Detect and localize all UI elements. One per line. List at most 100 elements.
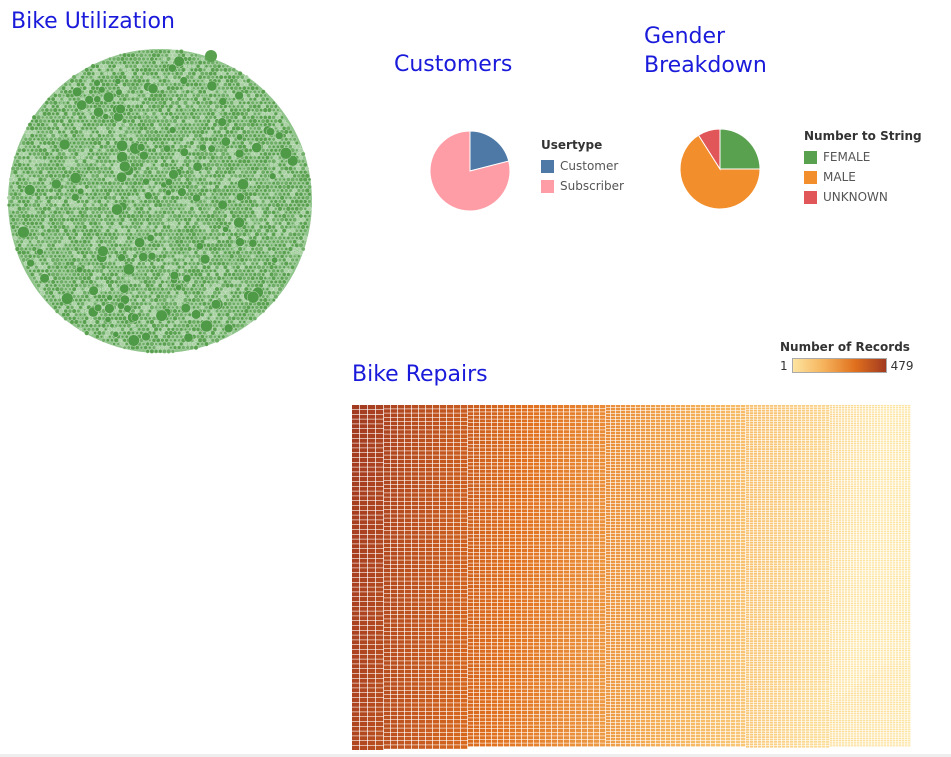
bubble[interactable] (196, 261, 201, 266)
bubble[interactable] (118, 97, 123, 101)
bubble[interactable] (269, 235, 274, 241)
bubble[interactable] (231, 250, 236, 255)
bubble[interactable] (252, 228, 257, 233)
bubble[interactable] (86, 115, 91, 120)
repair-tile[interactable] (360, 568, 368, 573)
bubble[interactable] (160, 177, 165, 182)
bubble[interactable] (82, 224, 88, 230)
bubble[interactable] (231, 265, 236, 270)
bubble[interactable] (128, 64, 134, 69)
bubble[interactable] (71, 74, 77, 80)
bubble[interactable] (21, 206, 27, 212)
bubble[interactable] (206, 302, 211, 306)
bubble[interactable] (137, 50, 141, 54)
bubble[interactable] (40, 122, 45, 127)
bubble[interactable] (194, 90, 198, 94)
bubble[interactable] (24, 247, 28, 251)
bubble[interactable] (177, 221, 182, 226)
bubble[interactable] (279, 276, 285, 281)
bubble[interactable] (168, 301, 173, 306)
bubble[interactable] (261, 229, 265, 233)
bubble[interactable] (240, 287, 245, 292)
bubble[interactable] (83, 166, 87, 171)
bubble[interactable] (162, 239, 167, 244)
repair-tile[interactable] (360, 577, 368, 582)
bubble[interactable] (46, 177, 52, 182)
bubble[interactable] (162, 107, 167, 113)
bubble[interactable] (111, 319, 117, 325)
bubble[interactable] (93, 75, 97, 79)
bubble[interactable] (242, 79, 247, 83)
bubble[interactable] (179, 341, 184, 347)
bubble[interactable] (86, 158, 92, 164)
bubble[interactable] (145, 290, 150, 295)
bubble[interactable] (288, 181, 293, 186)
bubble[interactable] (108, 108, 112, 112)
bubble[interactable] (265, 265, 270, 269)
bubble[interactable] (150, 115, 154, 119)
bubble[interactable] (126, 250, 131, 255)
bubble[interactable] (267, 254, 272, 258)
bubble[interactable] (62, 181, 66, 185)
bubble[interactable] (250, 217, 255, 222)
bubble[interactable] (197, 74, 203, 80)
bubble[interactable] (215, 323, 219, 328)
repair-tile[interactable] (360, 553, 368, 558)
repair-tile[interactable] (360, 448, 368, 453)
bubble[interactable] (215, 112, 219, 116)
bubble[interactable] (181, 236, 186, 240)
bubble[interactable] (38, 221, 43, 226)
bubble[interactable] (112, 276, 117, 281)
bubble[interactable] (303, 228, 308, 233)
bubble[interactable] (227, 104, 232, 109)
bubble[interactable] (192, 305, 196, 310)
bubble[interactable] (135, 199, 139, 204)
repair-tile[interactable] (360, 726, 368, 731)
bubble[interactable] (80, 258, 85, 262)
bubble[interactable] (255, 130, 259, 134)
bubble[interactable] (11, 188, 15, 193)
bubble[interactable] (240, 229, 244, 233)
bubble[interactable] (244, 169, 249, 175)
bubble[interactable] (189, 155, 194, 160)
bubble[interactable] (132, 85, 138, 91)
repair-tile[interactable] (352, 654, 360, 659)
bubble[interactable] (183, 86, 188, 91)
bubble[interactable] (95, 217, 100, 222)
bubble[interactable] (78, 114, 83, 120)
bubble[interactable] (76, 155, 81, 160)
bubble[interactable] (76, 301, 81, 306)
bubble[interactable] (193, 206, 199, 211)
bubble[interactable] (160, 82, 165, 87)
bubble[interactable] (299, 155, 303, 160)
bubble[interactable] (250, 152, 255, 156)
bubble[interactable] (135, 185, 139, 189)
bubble[interactable] (124, 327, 129, 332)
bubble[interactable] (137, 188, 142, 193)
bubble[interactable] (120, 334, 125, 339)
bubble[interactable] (135, 287, 140, 292)
bubble[interactable] (256, 199, 262, 204)
bubble[interactable] (246, 115, 251, 120)
bubble[interactable] (166, 254, 171, 259)
bubble[interactable] (261, 236, 266, 240)
bubble[interactable] (143, 133, 148, 138)
bubble[interactable] (151, 279, 157, 285)
bubble[interactable] (168, 104, 174, 109)
bubble[interactable] (32, 268, 37, 273)
bubble[interactable] (80, 323, 85, 328)
bubble[interactable] (189, 111, 195, 117)
bubble[interactable] (13, 162, 18, 167)
bubble[interactable] (296, 217, 302, 223)
bubble[interactable] (64, 192, 68, 196)
bubble[interactable] (302, 235, 308, 241)
bubble[interactable] (166, 217, 171, 222)
bubble[interactable] (93, 95, 102, 104)
bubble[interactable] (229, 312, 234, 317)
bubble[interactable] (91, 269, 95, 273)
bubble[interactable] (116, 320, 121, 324)
bubble[interactable] (267, 202, 272, 208)
bubble[interactable] (99, 188, 104, 193)
bubble[interactable] (34, 265, 39, 270)
bubble[interactable] (120, 320, 125, 324)
